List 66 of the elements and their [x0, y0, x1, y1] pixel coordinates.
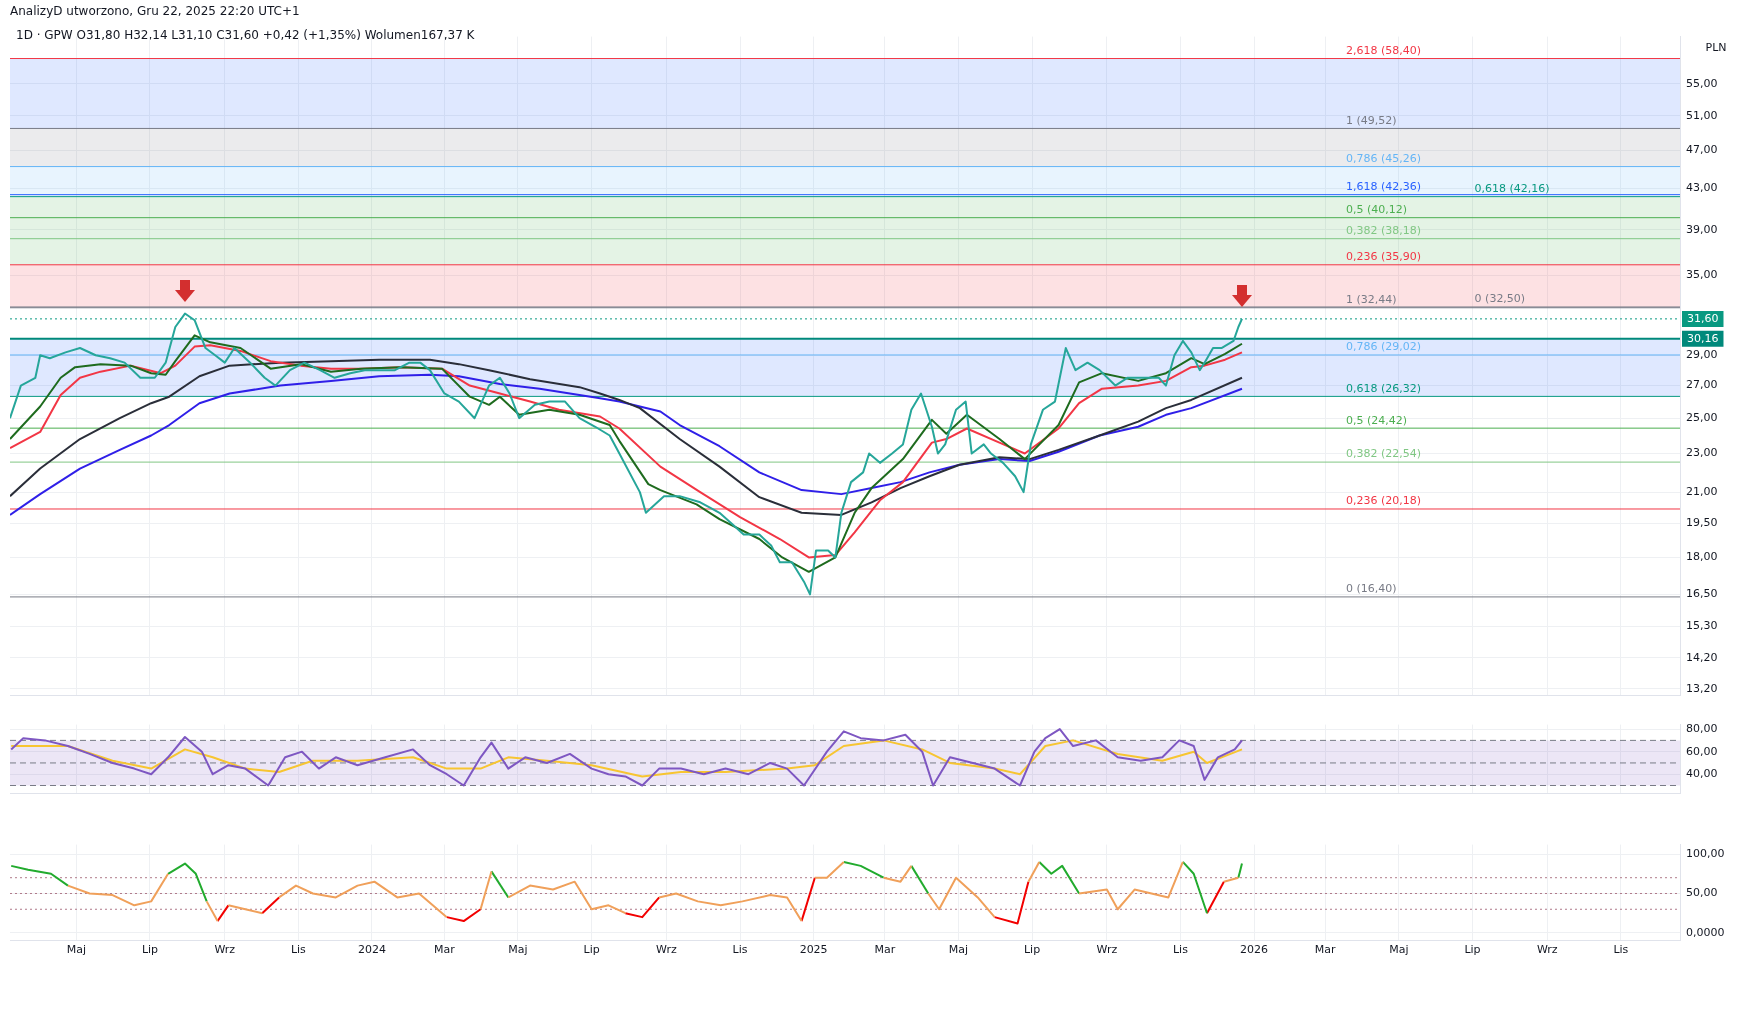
y-tick-label: 39,00: [1686, 222, 1718, 236]
y-tick-label: 23,00: [1686, 446, 1718, 460]
ref-line-label: 0,382 (38,18): [1346, 224, 1422, 238]
ref-line-label: 0,236 (20,18): [1346, 494, 1422, 508]
y-tick-label: 60,00: [1686, 744, 1718, 758]
y-tick-label: 0,0000: [1686, 925, 1725, 939]
x-tick-label: Maj: [508, 943, 528, 957]
ref-line-label: 0,786 (29,02): [1346, 340, 1422, 354]
y-axis-title: PLN: [1705, 40, 1727, 54]
ref-line-label: 0,786 (45,26): [1346, 151, 1422, 165]
y-tick-label: 55,00: [1686, 76, 1718, 90]
x-tick-label: Mar: [434, 943, 456, 957]
x-tick-label: Wrz: [214, 943, 236, 957]
ref-line-label: 1 (32,44): [1346, 293, 1397, 307]
ref-line-label: 0 (32,50): [1474, 292, 1526, 306]
ref-line-label: 0,236 (35,90): [1346, 250, 1422, 264]
ref-line-label: 0,382 (22,54): [1346, 447, 1422, 461]
y-tick-label: 43,00: [1686, 181, 1718, 195]
y-tick-label: 19,50: [1686, 516, 1718, 530]
y-tick-label: 51,00: [1686, 108, 1718, 122]
chart-subtitle: 1D · GPW O31,80 H32,14 L31,10 C31,60 +0,42 (+1,35%) Wolumen167,37 K: [16, 28, 475, 42]
x-tick-label: Mar: [874, 943, 896, 957]
chart-title: AnalizyD utworzono, Gru 22, 2025 22:20 UTC+1: [10, 4, 300, 18]
y-tick-label: 21,00: [1686, 484, 1718, 498]
x-tick-label: Lip: [1023, 943, 1041, 957]
ref-line-label: 0,618 (26,32): [1346, 381, 1422, 395]
x-tick-label: Maj: [1389, 943, 1409, 957]
ref-line-label: 30,16: [1687, 331, 1719, 345]
ref-line-label: 31,60: [1687, 311, 1719, 325]
y-tick-label: 13,20: [1686, 681, 1718, 695]
x-tick-label: Lis: [290, 943, 307, 957]
x-tick-label: Lip: [1464, 943, 1481, 957]
x-tick-label: Lip: [583, 943, 600, 957]
x-tick-label: Lis: [1172, 943, 1189, 957]
x-tick-label: Lip: [141, 943, 159, 957]
ref-line-label: 0,5 (24,42): [1346, 413, 1408, 427]
x-tick-label: Maj: [948, 943, 969, 957]
y-tick-label: 50,00: [1686, 886, 1718, 900]
x-tick-label: Wrz: [1096, 943, 1118, 957]
y-tick-label: 100,00: [1686, 846, 1725, 860]
ref-line-label: 1 (49,52): [1346, 113, 1397, 127]
x-tick-label: 2025: [799, 943, 828, 957]
y-tick-label: 27,00: [1686, 378, 1718, 392]
y-tick-label: 40,00: [1686, 767, 1718, 781]
ref-line-label: 0 (16,40): [1346, 582, 1397, 596]
ref-line-label: 2,618 (58,40): [1346, 43, 1422, 57]
y-tick-label: 14,20: [1686, 650, 1718, 664]
x-tick-label: 2024: [357, 943, 386, 957]
y-tick-label: 80,00: [1686, 721, 1718, 735]
ref-line-label: 1,618 (42,36): [1346, 180, 1422, 194]
y-tick-label: 18,00: [1686, 550, 1718, 564]
x-tick-label: 2026: [1240, 943, 1269, 957]
y-tick-label: 47,00: [1686, 143, 1718, 157]
ref-line-label: 0,618 (42,16): [1474, 182, 1550, 196]
x-tick-label: Lis: [1613, 943, 1629, 957]
y-tick-label: 15,30: [1686, 619, 1718, 633]
x-tick-label: Wrz: [656, 943, 677, 957]
x-tick-label: Lis: [732, 943, 748, 957]
x-tick-label: Maj: [66, 943, 87, 957]
y-tick-label: 16,50: [1686, 587, 1718, 601]
y-tick-label: 35,00: [1686, 268, 1718, 282]
x-tick-label: Wrz: [1536, 943, 1558, 957]
y-tick-label: 29,00: [1686, 348, 1718, 362]
ref-line-label: 0,5 (40,12): [1346, 203, 1408, 217]
x-tick-label: Mar: [1314, 943, 1337, 957]
y-tick-label: 25,00: [1686, 411, 1718, 425]
